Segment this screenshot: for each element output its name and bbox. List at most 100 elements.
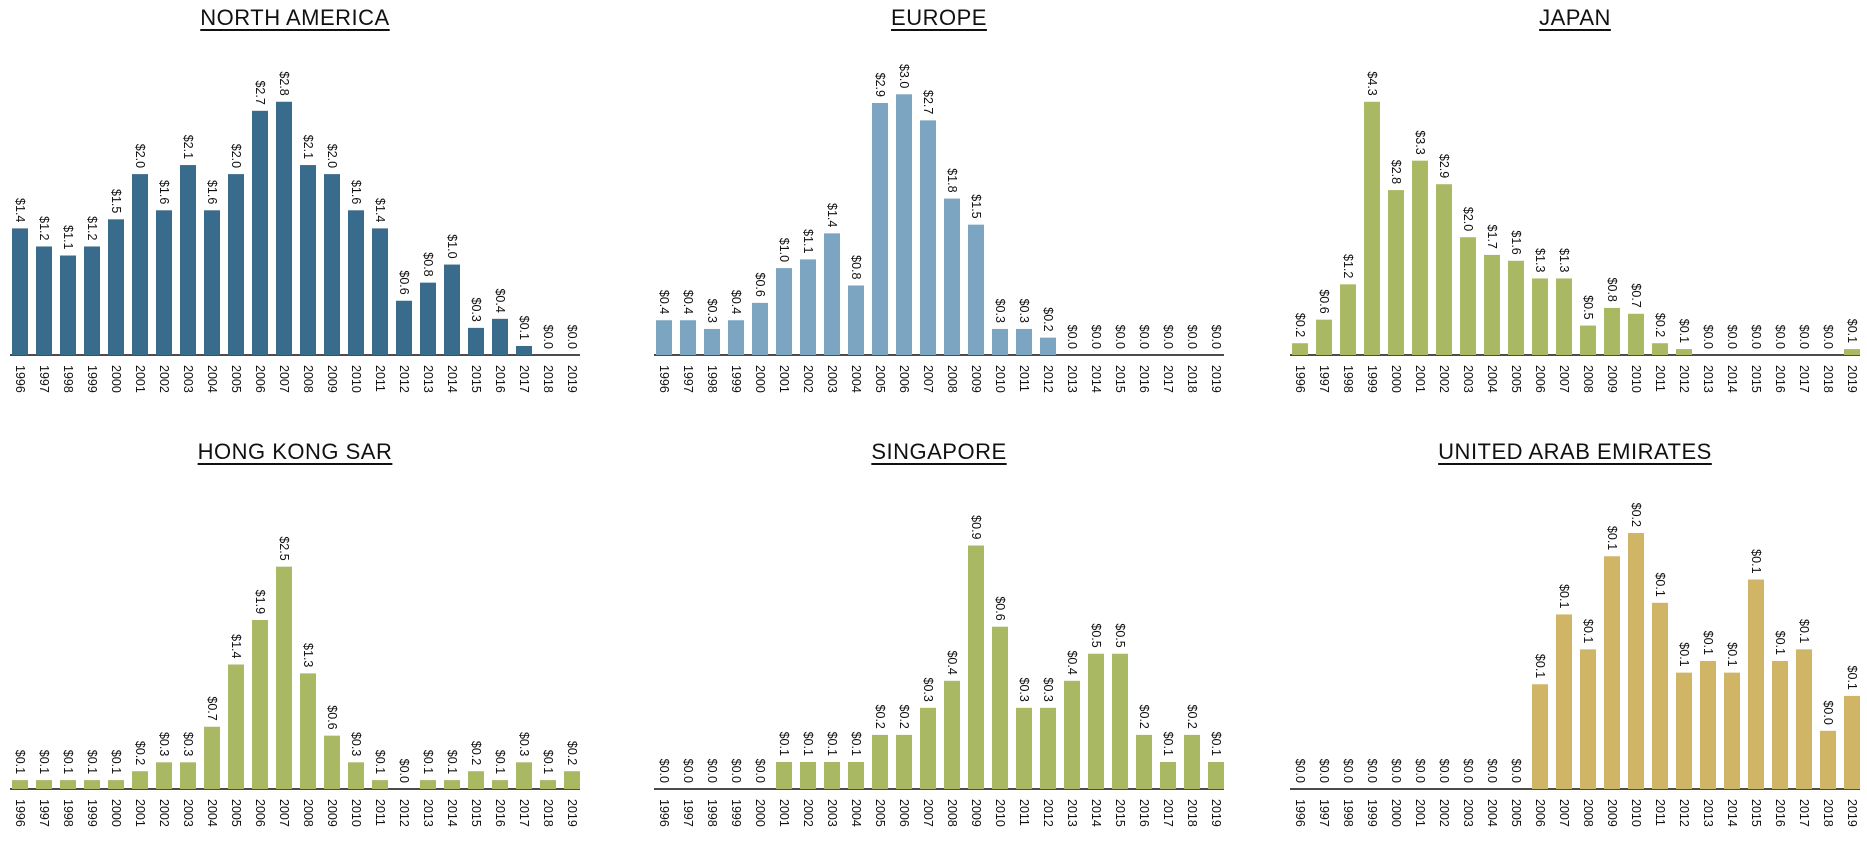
x-tick-label: 2015 <box>1113 365 1127 393</box>
bar <box>324 735 340 789</box>
x-tick-label: 2018 <box>1185 799 1199 827</box>
bar <box>872 734 888 789</box>
x-tick-label: 2010 <box>993 365 1007 393</box>
bar <box>1160 761 1176 789</box>
x-tick-label: 1999 <box>1365 799 1379 827</box>
data-label: $1.5 <box>109 189 123 213</box>
x-tick-label: 2016 <box>1137 365 1151 393</box>
data-label: $0.4 <box>493 288 507 312</box>
bar <box>1844 349 1860 355</box>
data-label: $0.1 <box>777 732 791 756</box>
bar <box>968 224 984 355</box>
x-tick-label: 2012 <box>1677 365 1691 393</box>
bar <box>132 771 148 789</box>
data-label: $1.2 <box>85 216 99 240</box>
bar-chart: $0.0 1996 $0.0 1997 $0.0 1998 $0.0 1999 $0.0 2000… <box>1290 503 1860 827</box>
bar <box>1700 660 1716 789</box>
data-label: $0.0 <box>1293 759 1307 783</box>
bar <box>1724 672 1740 789</box>
data-label: $1.6 <box>1509 230 1523 254</box>
data-label: $2.8 <box>1389 160 1403 184</box>
bar <box>1772 660 1788 789</box>
data-label: $1.4 <box>373 198 387 222</box>
x-tick-label: 2013 <box>1065 365 1079 393</box>
data-label: $0.6 <box>1317 289 1331 313</box>
data-label: $0.1 <box>1209 732 1223 756</box>
bar <box>468 771 484 789</box>
bar <box>1628 532 1644 789</box>
bar <box>1820 730 1836 789</box>
x-tick-label: 2011 <box>1653 799 1667 826</box>
x-tick-label: 2002 <box>801 365 815 393</box>
bar <box>108 780 124 789</box>
x-tick-label: 2018 <box>1821 365 1835 393</box>
data-label: $0.3 <box>1017 299 1031 323</box>
x-tick-label: 2011 <box>373 799 387 826</box>
x-tick-label: 2001 <box>133 365 147 393</box>
bar <box>1016 707 1032 789</box>
data-label: $0.0 <box>1185 325 1199 349</box>
bar <box>468 327 484 355</box>
bar <box>348 210 364 355</box>
x-tick-label: 2012 <box>1677 799 1691 827</box>
chart-panel: JAPAN $0.2 1996 $0.6 1997 $1.2 1998 $4.3 1999 $2.… <box>1290 0 1860 434</box>
x-tick-label: 2008 <box>945 365 959 393</box>
data-label: $1.3 <box>301 643 315 667</box>
x-tick-label: 2013 <box>421 365 435 393</box>
bar <box>1676 672 1692 789</box>
bar <box>704 328 720 355</box>
bar <box>492 780 508 789</box>
bar <box>1292 343 1308 355</box>
data-label: $1.3 <box>1557 248 1571 272</box>
data-label: $0.2 <box>1185 705 1199 729</box>
bar <box>920 120 936 356</box>
data-label: $0.2 <box>1629 503 1643 527</box>
data-label: $0.1 <box>1749 549 1763 573</box>
data-label: $0.1 <box>1605 526 1619 550</box>
data-label: $0.0 <box>1797 325 1811 349</box>
bar <box>204 726 220 789</box>
bar <box>60 255 76 355</box>
bar <box>1604 556 1620 789</box>
x-tick-label: 2001 <box>133 799 147 827</box>
bar <box>84 246 100 355</box>
x-tick-label: 2015 <box>1749 365 1763 393</box>
x-tick-label: 2015 <box>1749 799 1763 827</box>
bar <box>656 320 672 355</box>
x-tick-label: 2000 <box>753 799 767 827</box>
data-label: $0.6 <box>397 270 411 294</box>
bar <box>776 268 792 355</box>
data-label: $1.7 <box>1485 225 1499 249</box>
data-label: $3.3 <box>1413 130 1427 154</box>
data-label: $0.2 <box>565 741 579 765</box>
bar <box>300 165 316 355</box>
bar <box>680 320 696 355</box>
data-label: $0.1 <box>1653 572 1667 596</box>
data-label: $0.1 <box>1845 319 1859 343</box>
bar <box>944 198 960 355</box>
bar <box>992 626 1008 789</box>
x-tick-label: 2017 <box>1161 365 1175 393</box>
bar <box>1556 278 1572 355</box>
x-tick-label: 2000 <box>109 799 123 827</box>
data-label: $0.0 <box>1365 759 1379 783</box>
bar <box>1604 307 1620 355</box>
bar <box>872 102 888 356</box>
data-label: $1.6 <box>349 180 363 204</box>
x-tick-label: 2005 <box>229 799 243 827</box>
data-label: $0.0 <box>1773 325 1787 349</box>
data-label: $1.5 <box>969 194 983 218</box>
x-tick-label: 2015 <box>469 365 483 393</box>
data-label: $0.3 <box>705 299 719 323</box>
x-tick-label: 2004 <box>1485 799 1499 827</box>
data-label: $0.1 <box>37 750 51 774</box>
x-tick-label: 2007 <box>1557 365 1571 393</box>
bar <box>1580 325 1596 355</box>
bar <box>1184 734 1200 789</box>
data-label: $0.8 <box>421 252 435 276</box>
x-tick-label: 2005 <box>873 365 887 393</box>
bar-chart: $1.4 1996 $1.2 1997 $1.1 1998 $1.2 1999 $1.5 2000… <box>10 71 580 393</box>
data-label: $1.2 <box>1341 254 1355 278</box>
data-label: $0.2 <box>469 741 483 765</box>
data-label: $0.0 <box>541 325 555 349</box>
